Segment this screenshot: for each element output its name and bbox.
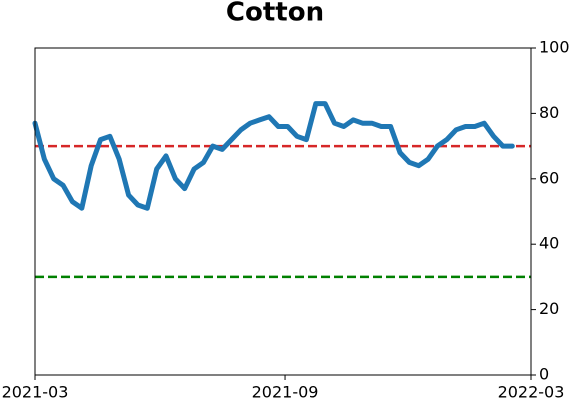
x-tick-label: 2021-09 (252, 383, 319, 402)
y-tick-label: 20 (539, 299, 559, 318)
plot-frame (34, 47, 532, 376)
x-tick-label: 2022-03 (498, 383, 565, 402)
y-tick-label: 80 (539, 103, 559, 122)
x-tick-label: 2021-03 (2, 383, 69, 402)
y-tick-label: 100 (539, 38, 570, 57)
line (32, 101, 515, 211)
y-tick-label: 40 (539, 234, 559, 253)
chart-title: Cotton (226, 0, 324, 28)
y-tick-label: 60 (539, 168, 559, 187)
y-tick-label: 0 (539, 365, 549, 384)
